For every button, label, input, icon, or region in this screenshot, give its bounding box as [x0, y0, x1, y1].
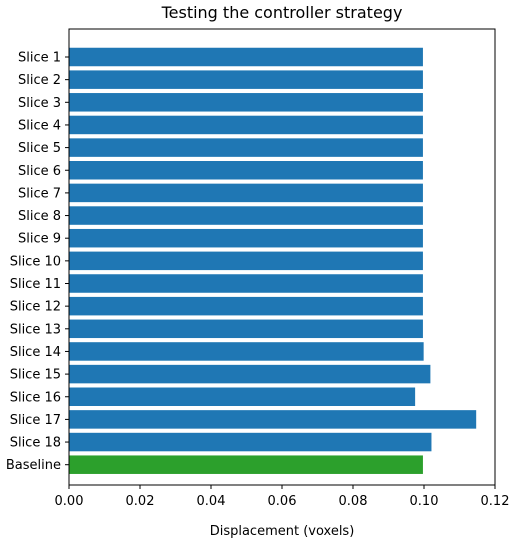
- bar-slice-8: [69, 206, 423, 225]
- y-tick-label: Slice 18: [10, 436, 61, 451]
- bar-slice-11: [69, 274, 423, 293]
- plot-frame: [68, 28, 496, 486]
- chart-title: Testing the controller strategy: [161, 3, 403, 22]
- y-tick-label: Slice 9: [18, 232, 61, 247]
- y-tick-label: Slice 2: [18, 73, 61, 88]
- bar-baseline: [69, 455, 423, 474]
- bar-slice-5: [69, 138, 423, 157]
- bar-slice-2: [69, 70, 423, 89]
- bar-slice-16: [69, 387, 416, 406]
- bar-slice-1: [69, 47, 423, 67]
- bar-slice-6: [69, 161, 423, 180]
- y-tick-label: Slice 8: [18, 209, 61, 224]
- bar-slice-18: [69, 432, 432, 452]
- bar-slice-12: [69, 296, 423, 316]
- x-tick-label: 0.06: [268, 494, 297, 509]
- bar-slice-4: [69, 115, 423, 135]
- bar-slice-15: [69, 364, 431, 384]
- bar-slice-10: [69, 251, 423, 271]
- y-tick-label: Slice 15: [10, 368, 61, 383]
- y-tick-label: Slice 13: [10, 322, 61, 337]
- y-tick-label: Slice 6: [18, 164, 61, 179]
- bar-slice-17: [69, 410, 477, 429]
- bar-slice-9: [69, 228, 423, 248]
- y-tick-label: Baseline: [6, 458, 61, 473]
- x-tick-label: 0.04: [197, 494, 226, 509]
- y-tick-label: Slice 3: [18, 96, 61, 111]
- bar-slice-7: [69, 183, 423, 203]
- y-tick-label: Slice 12: [10, 300, 61, 315]
- y-tick-label: Slice 10: [10, 254, 61, 269]
- x-axis-label: Displacement (voxels): [210, 524, 355, 539]
- y-tick-label: Slice 5: [18, 141, 61, 156]
- y-tick-label: Slice 14: [10, 345, 61, 360]
- y-tick-label: Slice 16: [10, 390, 61, 405]
- bar-slice-3: [69, 93, 423, 112]
- bar-slice-14: [69, 342, 424, 361]
- y-tick-label: Slice 17: [10, 413, 61, 428]
- x-tick-label: 0.10: [410, 494, 439, 509]
- bar-slice-13: [69, 319, 423, 339]
- bars-group: [69, 47, 477, 474]
- y-tick-label: Slice 11: [10, 277, 61, 292]
- x-tick-label: 0.08: [339, 494, 368, 509]
- x-tick-label: 0.12: [481, 494, 510, 509]
- y-tick-label: Slice 1: [18, 51, 61, 66]
- x-axis: 0.00 0.02 0.04 0.06 0.08 0.10 0.12: [55, 485, 510, 509]
- x-tick-label: 0.00: [55, 494, 84, 509]
- x-tick-label: 0.02: [126, 494, 155, 509]
- y-tick-label: Slice 4: [18, 118, 61, 133]
- y-tick-label: Slice 7: [18, 186, 61, 201]
- y-axis: Slice 1 Slice 2 Slice 3 Slice 4 Slice 5 Slice…: [6, 51, 69, 473]
